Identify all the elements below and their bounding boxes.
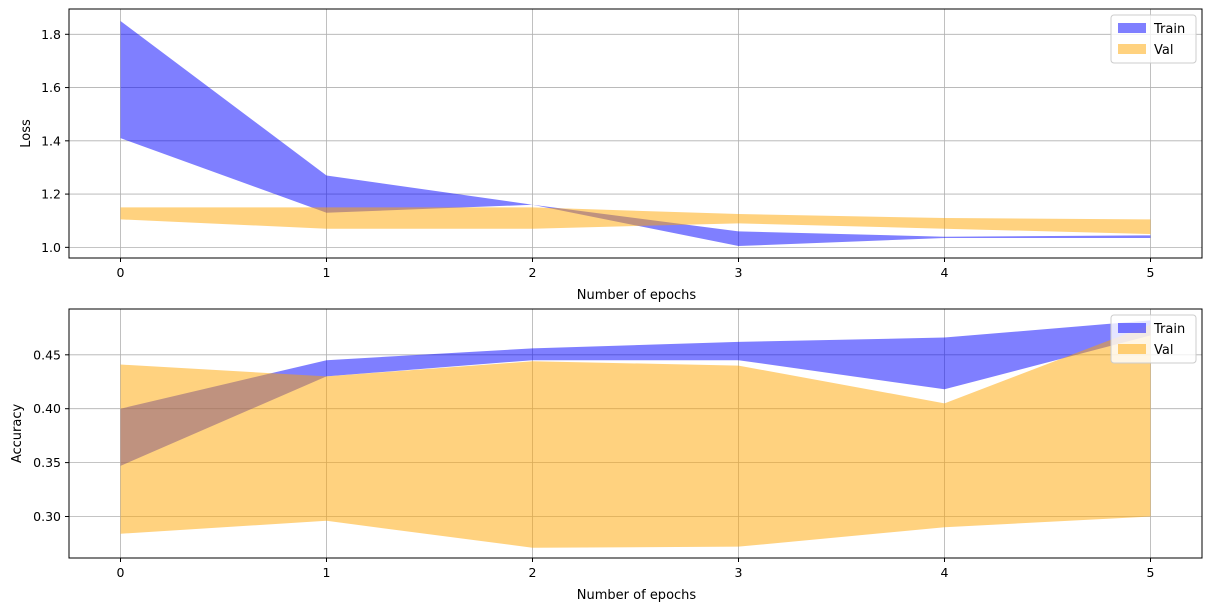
band-val (120, 207, 1151, 235)
x-tick-label: 3 (735, 565, 743, 580)
legend-label-val: Val (1154, 343, 1173, 358)
x-axis-label: Number of epochs (577, 588, 697, 603)
x-tick-label: 2 (529, 265, 537, 280)
legend-swatch-val (1118, 344, 1146, 354)
y-axis-label: Accuracy (10, 404, 25, 464)
y-tick-label: 1.8 (41, 27, 61, 42)
y-axis-label: Loss (19, 119, 34, 148)
axes-frame (68, 8, 1203, 259)
x-tick-label: 1 (323, 265, 331, 280)
x-tick-label: 0 (117, 265, 125, 280)
y-tick-label: 0.45 (33, 347, 61, 362)
x-tick-label: 4 (941, 265, 949, 280)
band-train (120, 320, 1151, 466)
axes-frame (68, 308, 1203, 559)
legend-label-val: Val (1154, 43, 1173, 58)
x-tick-label: 5 (1147, 565, 1155, 580)
x-tick-label: 2 (529, 565, 537, 580)
legend-swatch-train (1118, 323, 1146, 333)
y-tick-label: 1.4 (41, 133, 61, 148)
y-tick-label: 0.35 (33, 455, 61, 470)
loss-panel: 0 1 2 3 4 5 1.0 1.2 1.4 1.6 1.8 Number of epochs Los… (19, 8, 1203, 303)
y-tick-label: 1.6 (41, 80, 61, 95)
y-tick-label: 1.0 (41, 240, 61, 255)
legend-swatch-train (1118, 23, 1146, 33)
x-tick-label: 5 (1147, 265, 1155, 280)
legend-label-train: Train (1153, 322, 1185, 337)
y-tick-label: 0.40 (33, 401, 61, 416)
y-tick-label: 0.30 (33, 509, 61, 524)
x-tick-label: 0 (117, 565, 125, 580)
x-axis-label: Number of epochs (577, 288, 697, 303)
accuracy-panel: 0 1 2 3 4 5 0.30 0.35 0.40 0.45 Number of epochs Ac… (10, 308, 1203, 603)
x-tick-label: 1 (323, 565, 331, 580)
legend-label-train: Train (1153, 22, 1185, 37)
x-tick-label: 4 (941, 565, 949, 580)
band-val (120, 324, 1151, 548)
y-tick-label: 1.2 (41, 187, 61, 202)
legend-swatch-val (1118, 44, 1146, 54)
legend: Train Val (1110, 14, 1197, 64)
band-train (120, 20, 1151, 247)
legend: Train Val (1110, 314, 1197, 364)
x-tick-label: 3 (735, 265, 743, 280)
